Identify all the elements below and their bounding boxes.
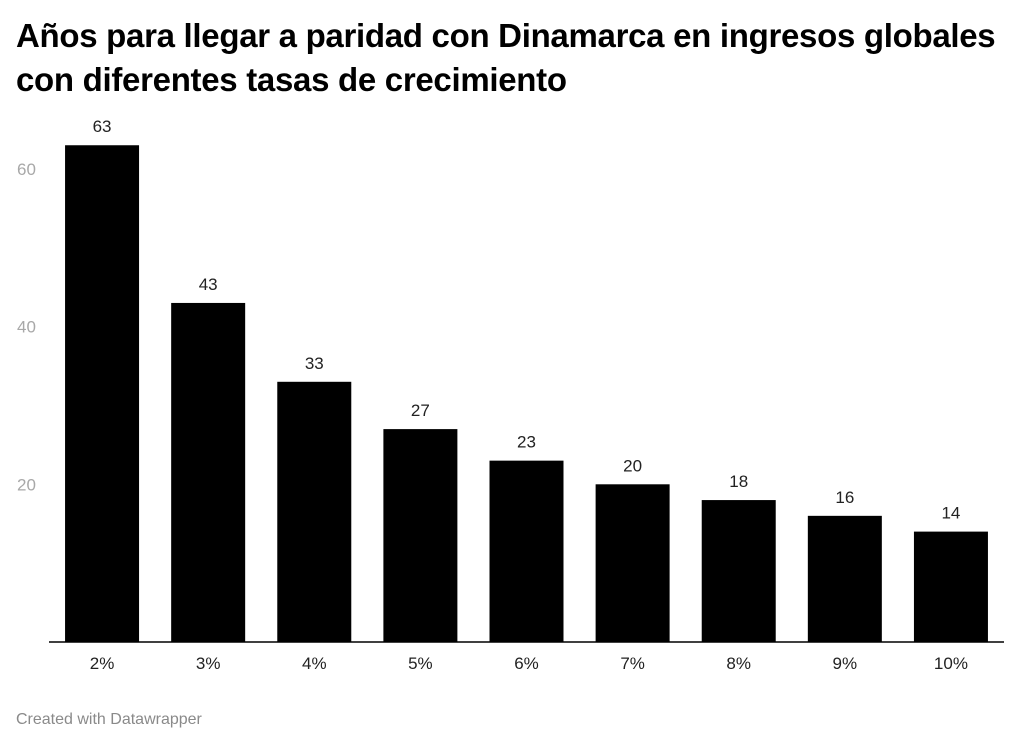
x-tick-label: 7% [620,654,645,673]
x-tick-label: 9% [833,654,858,673]
x-tick-label: 8% [726,654,751,673]
x-tick-label: 6% [514,654,539,673]
bars [65,145,988,642]
bar-value-label: 23 [517,433,536,452]
bar [913,531,988,642]
x-tick-label: 3% [196,654,221,673]
bar [383,429,458,642]
data-labels: 63 43 33 27 23 20 18 16 14 [93,117,961,522]
bar [701,500,776,642]
bar-value-label: 14 [941,504,960,523]
y-axis-tick-labels: 20 40 60 [17,160,36,494]
bar-value-label: 18 [729,472,748,491]
x-axis-tick-labels: 2% 3% 4% 5% 6% 7% 8% 9% 10% [90,654,968,673]
y-tick-label: 40 [17,318,36,337]
bar-value-label: 43 [199,275,218,294]
bar [595,484,670,642]
x-tick-label: 5% [408,654,433,673]
x-tick-label: 4% [302,654,327,673]
bar [807,515,882,642]
chart-title: Años para llegar a paridad con Dinamarca… [16,17,996,98]
y-tick-label: 60 [17,160,36,179]
bar-value-label: 33 [305,354,324,373]
y-tick-label: 20 [17,475,36,494]
bar-value-label: 27 [411,401,430,420]
bar-value-label: 20 [623,456,642,475]
x-tick-label: 2% [90,654,115,673]
x-tick-label: 10% [934,654,968,673]
bar [489,460,564,642]
bar [171,302,246,642]
datawrapper-credit: Created with Datawrapper [16,711,202,728]
bar-value-label: 16 [835,488,854,507]
bar-value-label: 63 [93,117,112,136]
bar [65,145,140,642]
bar [277,381,352,642]
